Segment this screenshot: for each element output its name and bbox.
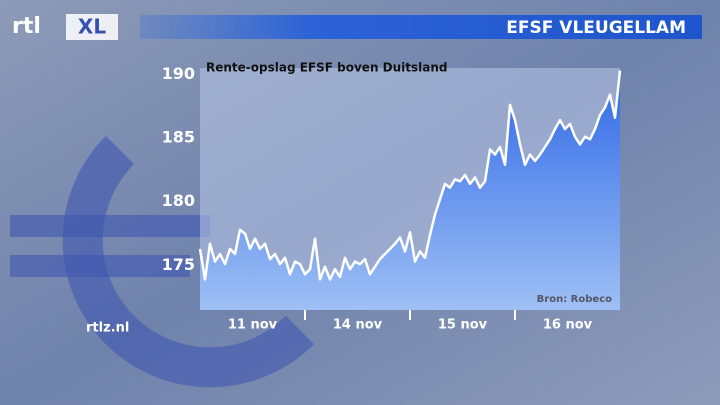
x-tick-label: 16 nov: [543, 318, 593, 333]
logo: rtl: [12, 14, 41, 39]
chart-subtitle: Rente-opslag EFSF boven Duitsland: [206, 61, 448, 75]
x-tick-label: 11 nov: [228, 318, 278, 333]
y-tick-label: 180: [162, 191, 195, 210]
website: rtlz.nl: [86, 321, 129, 336]
line: [198, 70, 622, 281]
logo-box: [66, 14, 118, 40]
euro-bar: [10, 215, 210, 237]
y-tick-label: 190: [162, 64, 195, 83]
x-tick-label: 15 nov: [438, 318, 488, 333]
area: [200, 70, 620, 310]
euro-bar: [10, 255, 190, 277]
chart-title: EFSF VLEUGELLAM: [506, 18, 686, 38]
y-tick-label: 175: [162, 255, 195, 274]
x-tick-label: 14 nov: [333, 318, 383, 333]
y-tick-label: 185: [162, 128, 195, 147]
source: Bron: Robeco: [537, 294, 612, 305]
logo-suffix: XL: [78, 15, 106, 39]
title-bar: [140, 15, 702, 39]
euro-symbol: [62, 135, 315, 388]
